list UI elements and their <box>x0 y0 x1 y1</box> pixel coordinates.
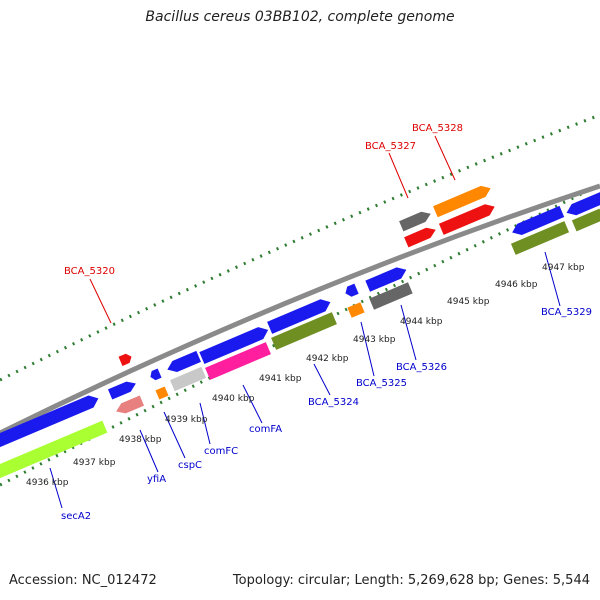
gene-label-bca-5324[interactable]: BCA_5324 <box>308 397 359 408</box>
scale-label: 4937 kbp <box>73 458 116 468</box>
feature-block[interactable] <box>365 264 408 292</box>
feature-block[interactable] <box>438 201 497 235</box>
genome-summary-text: Topology: circular; Length: 5,269,628 bp… <box>232 573 590 588</box>
gene-label-bca-5328[interactable]: BCA_5328 <box>412 123 463 134</box>
feature-block[interactable] <box>399 209 433 232</box>
scale-label: 4947 kbp <box>542 263 585 273</box>
feature-block[interactable] <box>165 350 201 375</box>
pointer-line <box>388 152 409 199</box>
inner-tick-ruler <box>0 183 600 487</box>
gene-label-cspc[interactable]: cspC <box>178 460 202 471</box>
gene-label-bca-5327[interactable]: BCA_5327 <box>365 141 416 152</box>
feature-block[interactable] <box>205 342 271 380</box>
feature-block[interactable] <box>433 183 493 218</box>
pointer-line <box>49 467 63 509</box>
feature-block[interactable] <box>369 282 413 310</box>
scale-label: 4940 kbp <box>212 394 255 404</box>
feature-block[interactable] <box>118 352 134 366</box>
pointer-line <box>242 384 263 424</box>
gene-label-comfc[interactable]: comFC <box>204 446 238 457</box>
gene-label-comfa[interactable]: comFA <box>249 424 282 435</box>
gene-label-bca-5325[interactable]: BCA_5325 <box>356 378 407 389</box>
pointer-line <box>313 363 331 396</box>
feature-block[interactable] <box>114 395 145 416</box>
gene-label-bca-5329[interactable]: BCA_5329 <box>541 307 592 318</box>
feature-block[interactable] <box>510 221 570 255</box>
scale-label: 4938 kbp <box>119 435 162 445</box>
feature-block[interactable] <box>571 208 600 232</box>
feature-block[interactable] <box>155 386 169 400</box>
pointer-line <box>139 429 159 473</box>
feature-block[interactable] <box>170 366 206 392</box>
feature-block[interactable] <box>343 283 359 299</box>
pointer-line <box>163 411 186 459</box>
scale-label: 4945 kbp <box>447 297 490 307</box>
pointer-line <box>434 135 456 181</box>
feature-block[interactable] <box>148 368 162 381</box>
gene-label-bca-5320[interactable]: BCA_5320 <box>64 266 115 277</box>
scale-label: 4936 kbp <box>26 478 69 488</box>
feature-block[interactable] <box>267 296 333 334</box>
scale-label: 4943 kbp <box>353 335 396 345</box>
pointer-line <box>199 402 211 445</box>
map-title: Bacillus cereus 03BB102, complete genome <box>145 9 455 25</box>
scale-label: 4941 kbp <box>259 374 302 384</box>
accession-text: Accession: NC_012472 <box>9 573 157 588</box>
feature-block[interactable] <box>564 191 600 219</box>
outer-tick-ruler <box>0 113 600 382</box>
pointer-line <box>400 304 417 361</box>
gene-label-yfia[interactable]: yfiA <box>147 474 166 485</box>
genome-backbone <box>0 183 600 436</box>
feature-block[interactable] <box>271 312 337 350</box>
feature-block[interactable] <box>0 420 108 484</box>
feature-block[interactable] <box>107 378 138 400</box>
gene-label-seca2[interactable]: secA2 <box>61 511 91 522</box>
feature-block[interactable] <box>510 205 565 238</box>
feature-block[interactable] <box>347 302 365 318</box>
feature-block[interactable] <box>0 392 101 450</box>
scale-label: 4942 kbp <box>306 354 349 364</box>
pointer-line <box>544 251 561 307</box>
scale-label: 4939 kbp <box>165 415 208 425</box>
feature-block[interactable] <box>199 324 270 365</box>
scale-label: 4944 kbp <box>400 317 443 327</box>
gene-label-bca-5326[interactable]: BCA_5326 <box>396 362 447 373</box>
scale-label: 4946 kbp <box>495 280 538 290</box>
feature-block[interactable] <box>404 225 438 248</box>
pointer-line <box>360 321 375 377</box>
pointer-line <box>89 278 112 324</box>
